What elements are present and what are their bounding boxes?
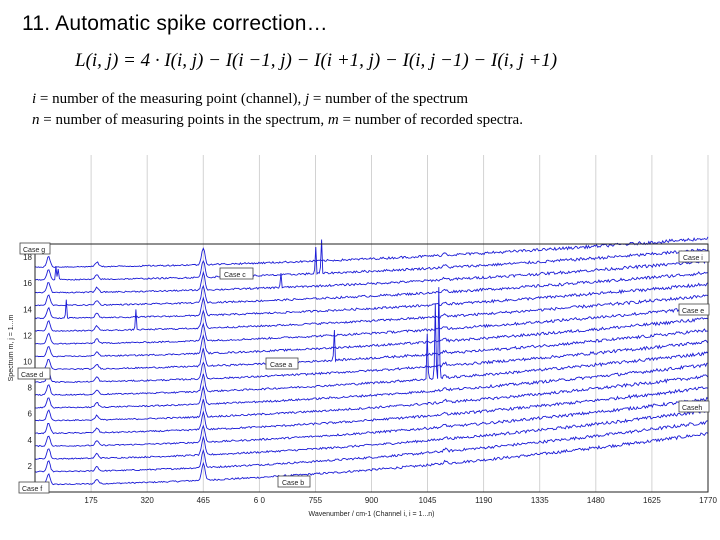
- annotation-label: Case f: [22, 486, 42, 493]
- spectrum-line: [34, 305, 709, 345]
- spectrum-line: [34, 386, 709, 435]
- note-2-text-b: = number of recorded spectra.: [338, 112, 523, 128]
- annotation-case-b: Case b: [277, 475, 311, 488]
- spectrum-line: [34, 339, 709, 384]
- spectrum-line: [34, 317, 709, 358]
- var-i: i: [32, 91, 37, 107]
- y-tick-label: 2: [28, 462, 33, 471]
- annotation-box: [678, 303, 710, 316]
- annotation-box: [219, 267, 254, 280]
- annotation-box: [17, 367, 51, 380]
- y-tick-label: 6: [28, 410, 33, 419]
- spectrum-line: [34, 239, 709, 281]
- note-line-2: n = number of measuring points in the sp…: [32, 112, 523, 129]
- spectrum-line: [34, 282, 709, 320]
- annotation-case-d: Case d: [17, 367, 51, 380]
- annotation-box: [19, 242, 51, 255]
- spectrum-line: [34, 374, 709, 422]
- annotation-box: [678, 250, 710, 263]
- y-tick-labels: 2 4 6 8 10 12 14 16 18: [23, 253, 32, 471]
- annotation-label: Case b: [282, 480, 304, 487]
- annotation-label: Case e: [682, 308, 704, 315]
- spectra-chart: 175 320 465 6 0 755 900 1045 1190 1335 1480 1625 17…: [0, 155, 720, 525]
- note-1-text-a: = number of the measuring point (channel…: [36, 91, 305, 107]
- spectrum-line: [34, 420, 709, 473]
- spectrum-line: [34, 258, 708, 294]
- x-tick-label: 755: [309, 496, 323, 505]
- note-1-text-b: = number of the spectrum: [309, 91, 468, 107]
- x-tick-label: 1770: [699, 496, 717, 505]
- annotation-label: Case g: [23, 247, 45, 254]
- spectrum-line: [34, 362, 709, 409]
- spectrum-line: [34, 432, 709, 486]
- y-tick-label: 14: [23, 305, 32, 314]
- x-axis-label: Wavenumber / cm-1 (Channel i, i = 1...n): [309, 511, 435, 518]
- annotation-box: [678, 400, 710, 413]
- y-axis-label: Spectrum m, j = 1...m: [8, 314, 15, 381]
- spike-formula: L(i, j) = 4 · I(i, j) − I(i −1, j) − I(i…: [75, 50, 558, 71]
- spectrum-line: [34, 294, 709, 332]
- slide-title: 11. Automatic spike correction…: [22, 12, 328, 35]
- annotation-case-a: Case a: [265, 357, 299, 370]
- x-tick-label: 1625: [643, 496, 661, 505]
- x-tick-label: 900: [365, 496, 379, 505]
- series-group: [34, 236, 709, 486]
- spectrum-line: [34, 396, 709, 448]
- y-tick-label: 10: [23, 357, 32, 366]
- annotation-case-i: Case i: [678, 250, 710, 263]
- annotation-case-c: Case c: [219, 267, 254, 280]
- y-tick-label: 12: [23, 331, 32, 340]
- x-tick-label: 175: [84, 496, 98, 505]
- spectrum-line: [34, 409, 709, 460]
- spectrum-line: [34, 271, 709, 307]
- chart-background: [0, 155, 720, 525]
- annotation-box: [265, 357, 299, 370]
- x-tick-label: 1335: [531, 496, 549, 505]
- note-2-text-a: = number of measuring points in the spec…: [39, 112, 328, 128]
- spectrum-line: [34, 236, 709, 268]
- x-tick-label: 1190: [475, 496, 493, 505]
- annotation-label: Case a: [270, 362, 292, 369]
- spectrum-line: [35, 328, 709, 371]
- x-tick-label: 320: [140, 496, 154, 505]
- x-tick-label: 465: [197, 496, 211, 505]
- annotation-case-e: Case e: [678, 303, 710, 316]
- annotation-case-h: Caseh: [678, 400, 710, 413]
- annotation-label: Case c: [224, 272, 246, 279]
- x-tick-label: 1480: [587, 496, 605, 505]
- annotation-box: [277, 475, 311, 488]
- x-tick-labels: 175 320 465 6 0 755 900 1045 1190 1335 1480 1625 17…: [84, 496, 717, 505]
- annotation-label: Case d: [21, 372, 43, 379]
- y-tick-label: 18: [23, 253, 32, 262]
- var-j: j: [304, 91, 310, 107]
- x-tick-label: 6 0: [254, 496, 266, 505]
- annotation-label: Caseh: [682, 405, 702, 412]
- annotation-box: [18, 481, 50, 494]
- note-line-1: i = number of the measuring point (chann…: [32, 91, 468, 108]
- annotation-label: Case i: [683, 255, 703, 262]
- annotation-case-g: Case g: [19, 242, 51, 255]
- y-tick-label: 8: [28, 384, 33, 393]
- var-m: m: [327, 112, 339, 128]
- spectrum-line: [34, 287, 709, 396]
- var-n: n: [32, 112, 40, 128]
- y-tick-label: 16: [23, 279, 32, 288]
- annotation-case-f: Case f: [18, 481, 50, 494]
- y-tick-label: 4: [28, 436, 33, 445]
- x-tick-label: 1045: [419, 496, 437, 505]
